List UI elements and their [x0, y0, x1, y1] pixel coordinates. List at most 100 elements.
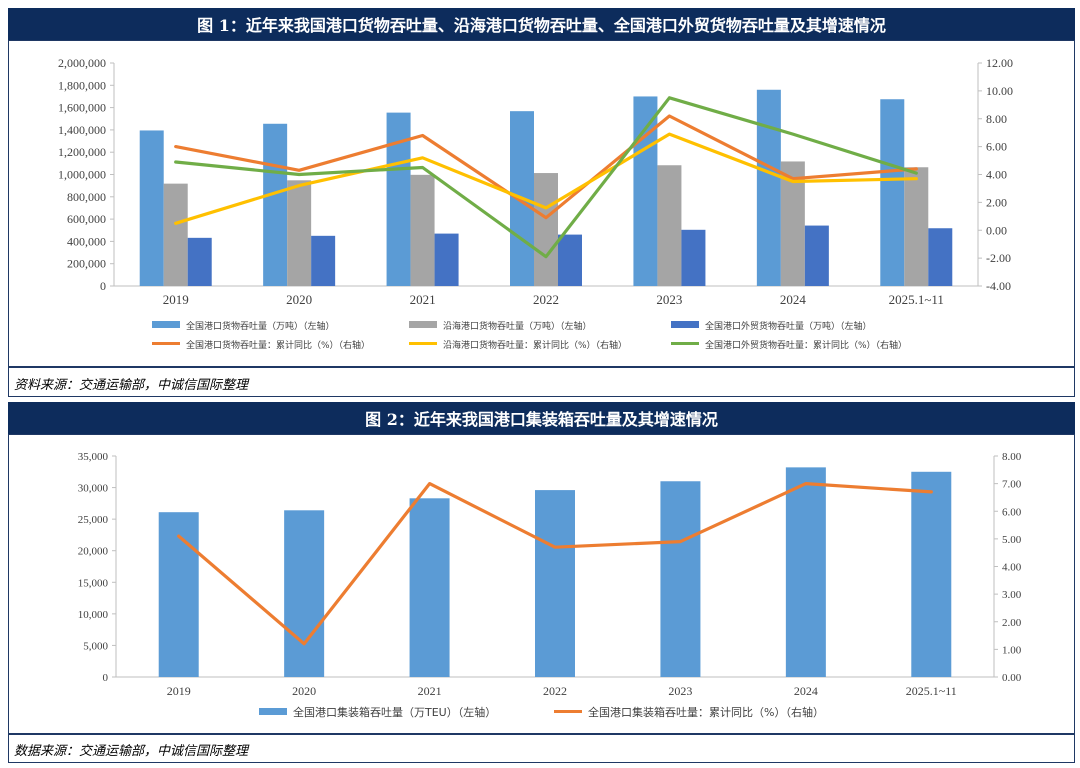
chart2-right-tick-label: 2.00 — [1002, 617, 1022, 629]
chart2-legend-label: 全国港口集装箱吞吐量：累计同比（%）（右轴） — [588, 705, 824, 719]
chart1-left-tick-label: 400,000 — [67, 234, 106, 248]
chart2-right-tick-label: 5.00 — [1002, 534, 1022, 546]
chart2-right-tick-label: 0.00 — [1002, 672, 1022, 684]
chart2-bar-series1 — [660, 481, 701, 677]
chart2-legend-label: 全国港口集装箱吞吐量（万TEU）（左轴） — [293, 705, 496, 719]
chart2-category-label: 2020 — [292, 684, 316, 698]
chart1-bar-series3 — [804, 225, 829, 286]
chart1-left-tick-label: 800,000 — [67, 190, 106, 204]
chart1-bar-series3 — [681, 229, 706, 286]
chart1-right-tick-label: 12.00 — [986, 56, 1013, 70]
chart1-bar-series1 — [880, 99, 905, 286]
chart1-left-tick-label: 1,800,000 — [58, 78, 106, 92]
chart2-right-tick-label: 7.00 — [1002, 479, 1022, 491]
chart1-right-tick-label: -4.00 — [986, 279, 1011, 293]
chart1-title: 图 1：近年来我国港口货物吞吐量、沿海港口货物吞吐量、全国港口外贸货物吞吐量及其… — [8, 8, 1075, 40]
chart2-left-tick-label: 20,000 — [78, 546, 109, 558]
chart2-plot: 0 5,000 10,000 15,000 20,000 25,000 30,000 35,0… — [78, 451, 1022, 719]
chart2-source: 数据来源：交通运输部，中诚信国际整理 — [14, 744, 249, 759]
chart2-left-tick-label: 0 — [103, 672, 109, 684]
chart2-bar-series1 — [158, 512, 199, 677]
chart1-left-tick-label: 1,400,000 — [58, 123, 106, 137]
chart1-bar-series1 — [633, 96, 658, 286]
chart1-legend-label: 全国港口货物吞吐量：累计同比（%）（右轴） — [186, 339, 370, 351]
chart1-right-tick-label: -2.00 — [986, 251, 1011, 265]
chart2-bar-series1 — [535, 490, 575, 677]
chart1-category-label: 2024 — [780, 292, 807, 307]
chart1-left-tick-label: 1,000,000 — [58, 168, 106, 182]
chart1-right-tick-label: 2.00 — [986, 195, 1007, 209]
chart2-right-tick-label: 8.00 — [1002, 451, 1022, 463]
chart2-category-label: 2019 — [167, 684, 191, 698]
chart2-right-tick-label: 1.00 — [1002, 644, 1022, 656]
chart1-category-label: 2020 — [286, 292, 312, 307]
chart2-left-tick-label: 15,000 — [78, 577, 109, 589]
chart1-legend-swatch — [152, 321, 180, 328]
chart1-left-tick-label: 1,600,000 — [58, 101, 106, 115]
chart2-left-tick-label: 25,000 — [78, 514, 109, 526]
chart2-right-tick-label: 6.00 — [1002, 506, 1022, 518]
chart2-category-label: 2021 — [418, 684, 442, 698]
chart2-bar-series1 — [284, 510, 325, 677]
chart1-left-tick-label: 0 — [100, 279, 106, 293]
chart1-left-tick-label: 1,200,000 — [58, 145, 106, 159]
chart1-category-label: 2023 — [656, 292, 682, 307]
chart2-legend-swatch — [259, 708, 287, 715]
chart1-source: 资料来源：交通运输部，中诚信国际整理 — [14, 378, 249, 393]
chart1-right-tick-label: 4.00 — [986, 168, 1007, 182]
chart2-right-tick-label: 4.00 — [1002, 562, 1022, 574]
chart2-left-tick-label: 5,000 — [83, 640, 108, 652]
chart1-legend-label: 全国港口货物吞吐量（万吨）（左轴） — [186, 320, 335, 332]
chart2-category-label: 2024 — [794, 684, 818, 698]
chart1-line-series2 — [174, 132, 918, 225]
chart1-right-tick-label: 0.00 — [986, 223, 1007, 237]
chart1-bar-series3 — [558, 234, 582, 286]
chart1-bar-series2 — [287, 180, 312, 286]
chart1-source-box — [8, 367, 1075, 397]
chart1-bar-series2 — [163, 183, 188, 286]
chart1-bar-series2 — [534, 173, 558, 286]
chart2-bar-series1 — [785, 467, 826, 677]
chart1-right-tick-label: 8.00 — [986, 112, 1007, 126]
chart2-bar-series1 — [409, 498, 450, 677]
chart1-bar-series3 — [928, 228, 953, 286]
chart2-title: 图 2：近年来我国港口集装箱吞吐量及其增速情况 — [8, 402, 1075, 434]
chart1-plot: 0 200,000 400,000 600,000 800,000 1,000,000 1,… — [58, 56, 1013, 351]
chart2-category-label: 2025.1~11 — [906, 684, 957, 698]
chart1-category-label: 2021 — [410, 292, 436, 307]
chart2-category-label: 2023 — [668, 684, 692, 698]
chart2-category-label: 2022 — [543, 684, 567, 698]
chart1-line-series3 — [174, 96, 918, 259]
chart1-legend-label: 全国港口外贸货物吞吐量（万吨）（左轴） — [705, 320, 872, 332]
chart2-bar-series1 — [911, 471, 952, 677]
chart1-category-label: 2019 — [163, 292, 189, 307]
chart2-left-tick-label: 30,000 — [78, 483, 109, 495]
chart1-left-tick-label: 2,000,000 — [58, 56, 106, 70]
chart1-panel: 0 200,000 400,000 600,000 800,000 1,000,000 1,… — [8, 40, 1075, 367]
chart1-legend-label: 全国港口外贸货物吞吐量：累计同比（%）（右轴） — [705, 339, 907, 351]
chart1-legend-swatch — [409, 321, 437, 328]
chart1-bar-series3 — [311, 235, 336, 286]
chart1-bar-series1 — [756, 89, 781, 286]
chart2-right-tick-label: 3.00 — [1002, 589, 1022, 601]
chart1-right-tick-label: 6.00 — [986, 140, 1007, 154]
chart2-line-series1 — [177, 481, 933, 646]
chart1-bar-series2 — [904, 167, 929, 286]
chart1-right-tick-label: 10.00 — [986, 84, 1013, 98]
chart1-bar-series1 — [139, 130, 164, 286]
chart1-legend-swatch — [671, 321, 699, 328]
chart1-bar-series3 — [434, 233, 459, 286]
chart1-category-label: 2022 — [533, 292, 559, 307]
chart1-bar-series2 — [657, 165, 682, 286]
chart2-panel: 0 5,000 10,000 15,000 20,000 25,000 30,000 35,0… — [8, 434, 1075, 734]
chart1-line-series1 — [174, 114, 918, 220]
chart1-legend-label: 沿海港口货物吞吐量（万吨）（左轴） — [443, 320, 592, 332]
chart2-source-box — [8, 734, 1075, 763]
chart2-left-tick-label: 10,000 — [78, 609, 109, 621]
chart1-bar-series2 — [410, 174, 435, 286]
chart1-left-tick-label: 600,000 — [67, 212, 106, 226]
chart2-left-tick-label: 35,000 — [78, 451, 109, 463]
chart1-legend-label: 沿海港口货物吞吐量：累计同比（%）（右轴） — [443, 339, 627, 351]
chart1-bar-series3 — [187, 237, 212, 286]
chart1-bar-series1 — [263, 123, 288, 286]
